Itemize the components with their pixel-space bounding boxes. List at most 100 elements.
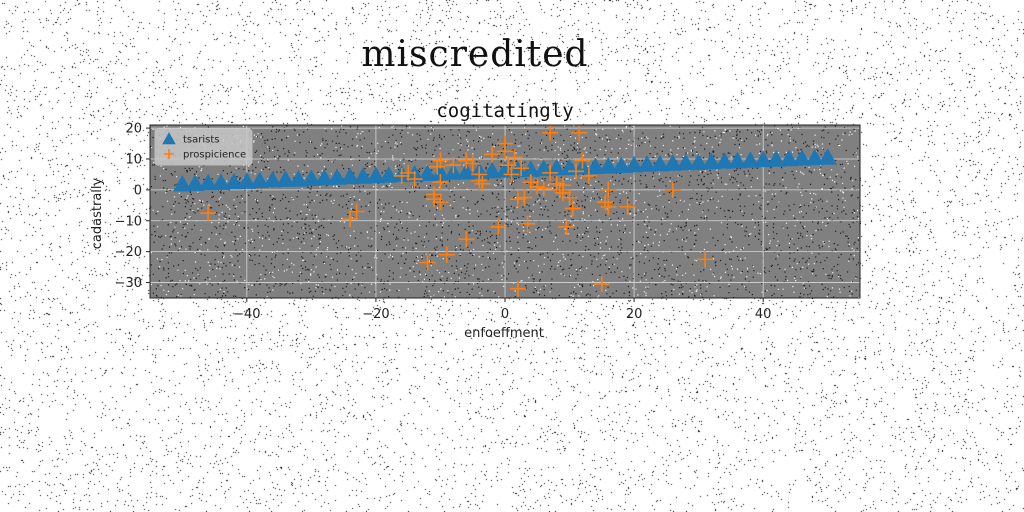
triangle-point — [792, 149, 812, 166]
triangle-point — [779, 149, 799, 167]
triangle-point — [586, 157, 605, 174]
plus-point — [619, 198, 636, 215]
plus-point — [548, 175, 565, 192]
triangle-point — [766, 150, 786, 167]
triangle-point — [547, 158, 566, 176]
y-axis-label: cadastrally — [90, 177, 105, 249]
triangle-point — [702, 152, 721, 170]
triangle-point — [650, 154, 670, 172]
plus-point — [342, 211, 359, 228]
plus-point — [564, 200, 581, 217]
triangle-point — [715, 152, 734, 169]
series-0 — [173, 148, 837, 192]
legend-plus-icon — [164, 149, 174, 159]
triangle-point — [250, 171, 269, 189]
triangle-point — [457, 163, 476, 180]
y-tick-label: 10 — [125, 152, 142, 167]
plus-point — [400, 164, 417, 181]
triangle-point — [728, 151, 747, 169]
plus-point — [558, 218, 575, 235]
plus-point — [393, 167, 410, 184]
triangle-point — [263, 171, 282, 188]
triangle-point — [353, 167, 373, 184]
plus-point — [429, 158, 446, 175]
plus-point — [432, 194, 449, 211]
triangle-point — [198, 173, 218, 191]
plus-point — [432, 152, 449, 169]
y-tick-label: −10 — [115, 214, 142, 229]
plus-point — [503, 166, 520, 183]
plus-point — [484, 146, 501, 163]
triangle-point — [753, 150, 773, 168]
triangle-point — [482, 161, 502, 179]
triangle-point — [534, 159, 553, 177]
triangle-point — [689, 153, 708, 170]
x-axis-ticks: −40 −20 0 20 40 — [233, 298, 771, 322]
plus-point — [419, 254, 436, 271]
x-tick-label: −40 — [233, 307, 260, 322]
chart-title: cogitatingly — [436, 100, 573, 122]
triangle-point — [611, 156, 631, 173]
plus-point — [542, 164, 559, 181]
legend-label: tsarists — [183, 135, 220, 146]
legend-label: prospicience — [183, 150, 246, 161]
triangle-point — [224, 172, 244, 190]
y-axis-ticks: −30 −20 −10 0 10 20 — [115, 122, 150, 291]
plus-point — [509, 191, 526, 208]
plus-point — [432, 174, 449, 191]
plus-point — [506, 149, 523, 166]
plus-point — [406, 171, 423, 188]
plus-point — [568, 163, 584, 180]
triangle-point — [818, 148, 837, 165]
triangle-point — [599, 157, 618, 174]
plus-point — [426, 191, 442, 208]
legend: tsarists prospicience — [154, 128, 253, 166]
plus-point — [497, 135, 513, 152]
legend-triangle-icon — [162, 132, 176, 145]
plus-point — [555, 177, 572, 194]
triangle-point — [237, 172, 257, 189]
plus-point — [561, 189, 578, 206]
triangle-point — [366, 166, 386, 184]
triangle-point — [302, 169, 321, 186]
plus-point — [438, 246, 455, 263]
plus-point — [600, 198, 617, 215]
x-axis-label: enfoeffment — [464, 326, 544, 341]
plus-point — [600, 181, 617, 198]
x-tick-label: 20 — [626, 307, 643, 322]
triangle-point — [379, 166, 399, 183]
y-tick-label: −20 — [115, 245, 142, 260]
triangle-point — [289, 170, 308, 187]
plus-point — [593, 276, 610, 293]
triangle-point — [495, 161, 515, 178]
figure-suptitle: miscredited — [361, 34, 589, 75]
triangle-point — [741, 151, 760, 168]
series-layer — [173, 124, 837, 297]
plus-point — [348, 203, 365, 220]
plus-point — [474, 175, 491, 192]
triangle-point — [805, 148, 825, 166]
triangle-point — [340, 167, 360, 185]
plus-point — [535, 180, 552, 197]
plus-point — [542, 124, 559, 141]
plus-point — [516, 189, 533, 206]
plus-point — [458, 231, 475, 248]
y-tick-label: 20 — [125, 122, 142, 137]
series-1 — [200, 124, 714, 297]
plus-point — [697, 251, 714, 268]
triangle-point — [663, 154, 683, 171]
x-tick-label: 0 — [501, 307, 509, 322]
triangle-point — [315, 168, 334, 186]
x-tick-label: 40 — [755, 307, 772, 322]
plus-point — [529, 178, 546, 195]
plus-point — [464, 155, 481, 172]
plus-point — [458, 152, 475, 169]
x-tick-label: −20 — [362, 307, 389, 322]
plus-point — [580, 167, 597, 184]
triangle-point — [418, 164, 437, 181]
y-tick-label: −30 — [115, 276, 142, 291]
plus-point — [509, 280, 526, 297]
plus-point — [471, 172, 488, 189]
y-tick-label: 0 — [134, 183, 142, 198]
